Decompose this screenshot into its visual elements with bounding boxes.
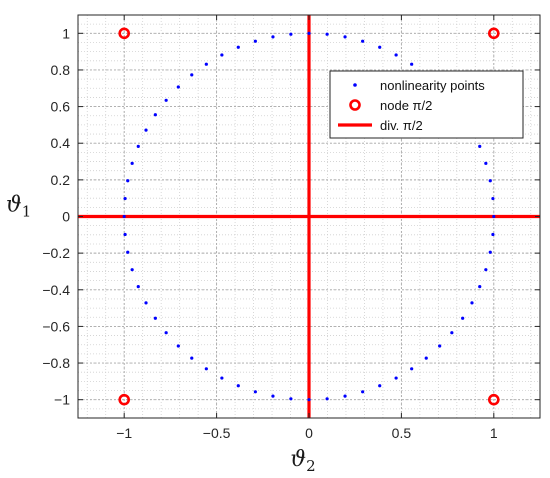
- node-marker: [118, 27, 130, 40]
- nonlinearity-point: [190, 73, 194, 77]
- x-tick-label: 0.5: [392, 425, 412, 441]
- nonlinearity-point: [153, 316, 157, 320]
- nonlinearity-point: [410, 367, 414, 371]
- nonlinearity-point: [438, 344, 442, 348]
- nonlinearity-point: [478, 144, 482, 148]
- nonlinearity-point: [220, 53, 224, 57]
- nonlinearity-point: [253, 39, 257, 43]
- nonlinearity-point: [236, 384, 240, 388]
- legend-label: div. π/2: [380, 118, 423, 133]
- y-tick-label: −1: [54, 392, 70, 408]
- nonlinearity-point: [130, 161, 134, 165]
- nonlinearity-point: [325, 397, 329, 401]
- nonlinearity-point: [478, 285, 482, 289]
- y-tick-label: −0.6: [42, 318, 70, 334]
- x-tick-label: 0: [305, 425, 313, 441]
- nonlinearity-point: [484, 161, 488, 165]
- nonlinearity-point: [307, 31, 311, 35]
- legend: nonlinearity points node π/2 div. π/2: [329, 70, 524, 139]
- nonlinearity-point: [361, 39, 365, 43]
- nonlinearity-point: [289, 32, 293, 36]
- nonlinearity-point: [176, 85, 180, 89]
- node-marker: [118, 393, 130, 406]
- nonlinearity-point: [461, 316, 465, 320]
- y-tick-label: −0.8: [42, 355, 70, 371]
- nonlinearity-point: [271, 394, 275, 398]
- y-tick-label: 0.6: [51, 99, 71, 115]
- nonlinearity-point: [491, 232, 495, 237]
- nonlinearity-point: [450, 331, 454, 335]
- x-tick-label: −1: [116, 425, 132, 441]
- nonlinearity-point: [253, 390, 257, 394]
- legend-box: [329, 70, 524, 139]
- nonlinearity-point: [144, 128, 148, 132]
- y-tick-label: −0.4: [42, 282, 70, 298]
- nonlinearity-point: [176, 344, 180, 348]
- nonlinearity-point: [394, 376, 398, 380]
- nonlinearity-point: [144, 301, 148, 305]
- nonlinearity-point: [271, 35, 275, 39]
- nonlinearity-point: [164, 98, 168, 102]
- x-axis-label: ϑ2: [290, 447, 315, 475]
- nonlinearity-point: [484, 268, 488, 272]
- nonlinearity-point: [488, 250, 492, 254]
- y-tick-label: 0.8: [51, 62, 71, 78]
- plot-area: [78, 15, 540, 418]
- nonlinearity-point: [123, 196, 127, 201]
- nonlinearity-point: [307, 398, 311, 402]
- y-tick-label: 0.4: [51, 135, 71, 151]
- axis-ticks: −1 −0.5 0 0.5 1 −1 −0.8 −0.6 −0.4 −0.2 0 0.2 0.4 0.6 0…: [42, 15, 540, 441]
- nonlinearity-point: [204, 62, 208, 66]
- legend-label: nonlinearity points: [380, 78, 485, 93]
- nonlinearity-point: [126, 250, 130, 254]
- nonlinearity-point: [164, 331, 168, 335]
- nonlinearity-point: [491, 196, 495, 201]
- nonlinearity-point: [122, 214, 126, 219]
- nonlinearity-point: [136, 285, 140, 289]
- nonlinearity-point: [136, 144, 140, 148]
- nonlinearity-point: [410, 62, 414, 66]
- nonlinearity-point: [424, 356, 428, 360]
- nonlinearity-point: [204, 367, 208, 371]
- x-tick-label: 1: [490, 425, 498, 441]
- legend-label: node π/2: [380, 98, 432, 113]
- nonlinearity-point: [325, 32, 329, 36]
- nonlinearity-point: [470, 301, 474, 305]
- nonlinearity-point: [153, 113, 157, 117]
- nonlinearity-point: [378, 45, 382, 49]
- x-tick-label: −0.5: [203, 425, 231, 441]
- nonlinearity-point: [236, 45, 240, 49]
- nonlinearity-point: [123, 232, 127, 237]
- nonlinearity-point: [488, 179, 492, 183]
- nonlinearity-point: [378, 384, 382, 388]
- nonlinearity-point: [220, 376, 224, 380]
- nonlinearity-point: [343, 35, 347, 39]
- y-tick-label: 1: [62, 25, 70, 41]
- legend-swatch-nodes: [349, 99, 361, 111]
- nonlinearity-point: [343, 394, 347, 398]
- node-marker: [487, 27, 500, 40]
- y-tick-label: −0.2: [42, 245, 70, 261]
- nonlinearity-point: [289, 397, 293, 401]
- node-marker: [487, 393, 500, 406]
- nonlinearity-point: [492, 214, 496, 219]
- y-tick-label: 0: [62, 209, 70, 225]
- nonlinearity-point: [394, 53, 398, 57]
- legend-swatch-points: [353, 83, 357, 87]
- nonlinearity-point: [361, 390, 365, 394]
- nonlinearity-point: [130, 268, 134, 272]
- nonlinearity-point: [126, 179, 130, 183]
- y-tick-label: 0.2: [51, 172, 71, 188]
- nonlinearity-point: [190, 356, 194, 360]
